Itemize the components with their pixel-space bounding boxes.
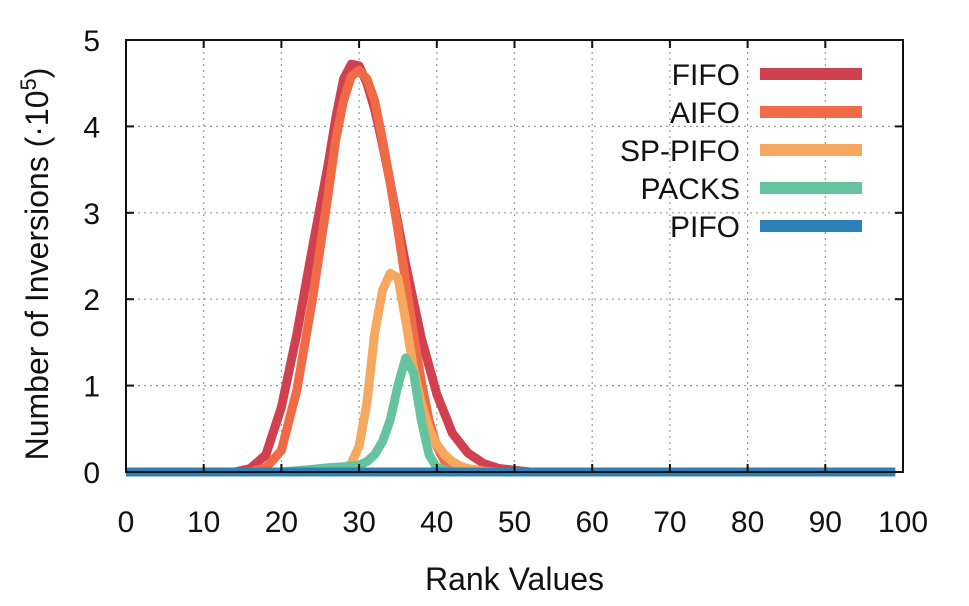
grid-lines bbox=[126, 39, 904, 472]
x-tick-label: 70 bbox=[653, 506, 686, 539]
legend: FIFO AIFO SP-PIFO PACKS PIFO bbox=[620, 59, 862, 244]
y-tick-label: 0 bbox=[83, 457, 100, 490]
y-axis-title-main: Number of Inversions (·10 bbox=[19, 90, 55, 460]
series-line-fifo bbox=[126, 59, 896, 477]
series-lines bbox=[126, 59, 896, 477]
y-tick-label: 3 bbox=[83, 198, 100, 231]
x-tick-label: 100 bbox=[878, 506, 928, 539]
legend-label-packs: PACKS bbox=[641, 173, 740, 206]
y-axis-title-exponent: 5 bbox=[16, 78, 41, 90]
axes bbox=[125, 39, 904, 473]
y-axis-title-close: ) bbox=[19, 68, 55, 79]
y-tick-label: 5 bbox=[83, 25, 100, 58]
x-tick-label: 0 bbox=[118, 506, 135, 539]
x-tick-label: 80 bbox=[731, 506, 764, 539]
x-tick-label: 60 bbox=[576, 506, 609, 539]
x-axis-title: Rank Values bbox=[425, 561, 604, 597]
x-tick-label: 20 bbox=[265, 506, 298, 539]
x-tick-label: 30 bbox=[342, 506, 375, 539]
series-line-aifo bbox=[126, 65, 896, 477]
legend-label-sp-pifo: SP-PIFO bbox=[620, 135, 740, 168]
legend-label-aifo: AIFO bbox=[670, 97, 740, 130]
legend-label-pifo: PIFO bbox=[670, 211, 740, 244]
tick-labels: 0 10 20 30 40 50 60 70 80 90 100 0 1 2 3 4 5 bbox=[83, 25, 928, 539]
series-line-packs bbox=[126, 353, 896, 477]
y-axis-title: Number of Inversions (·105) bbox=[16, 68, 55, 461]
x-tick-label: 50 bbox=[498, 506, 531, 539]
legend-label-fifo: FIFO bbox=[672, 59, 740, 92]
y-tick-label: 2 bbox=[83, 284, 100, 317]
series-line-sp-pifo bbox=[126, 268, 896, 477]
y-tick-label: 1 bbox=[83, 371, 100, 404]
x-tick-label: 90 bbox=[809, 506, 842, 539]
y-tick-label: 4 bbox=[83, 111, 100, 144]
x-tick-label: 10 bbox=[187, 506, 220, 539]
x-tick-label: 40 bbox=[420, 506, 453, 539]
